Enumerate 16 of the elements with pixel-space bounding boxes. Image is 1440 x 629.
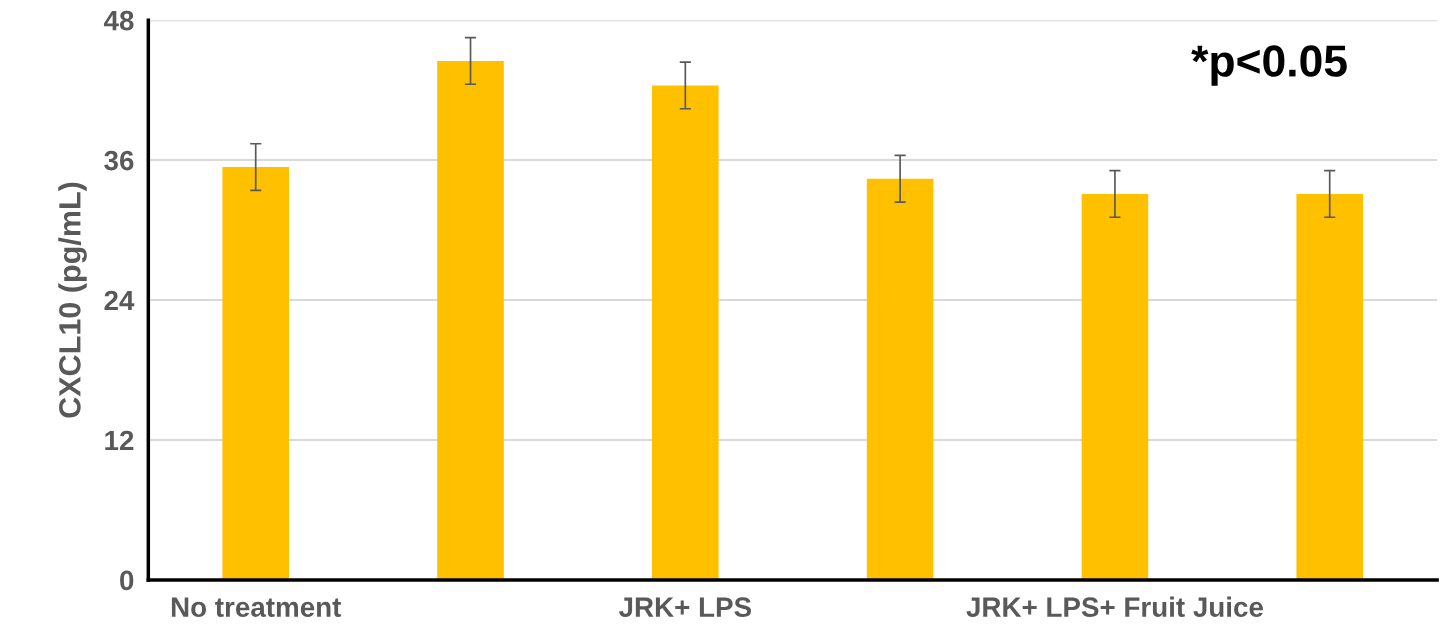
x-tick-label: JRK+ LPS [618,597,751,618]
bar [222,167,290,580]
bar [1296,193,1364,580]
x-tick-label: No treatment [171,597,342,618]
y-tick-label: 12 [105,430,134,451]
y-tick-label: 0 [120,570,134,591]
y-tick-label: 36 [104,150,134,171]
annotation: *p<0.05 [1191,45,1347,86]
bar [652,85,719,580]
y-tick-label: 48 [103,10,134,31]
bar [1081,193,1149,580]
bar [866,178,934,580]
bar [437,60,504,580]
y-axis-title: CXCL10 (pg/mL) [58,182,87,418]
x-tick-label: JRK+ LPS+ Fruit Juice [966,596,1263,618]
y-tick-label: 24 [104,290,135,311]
